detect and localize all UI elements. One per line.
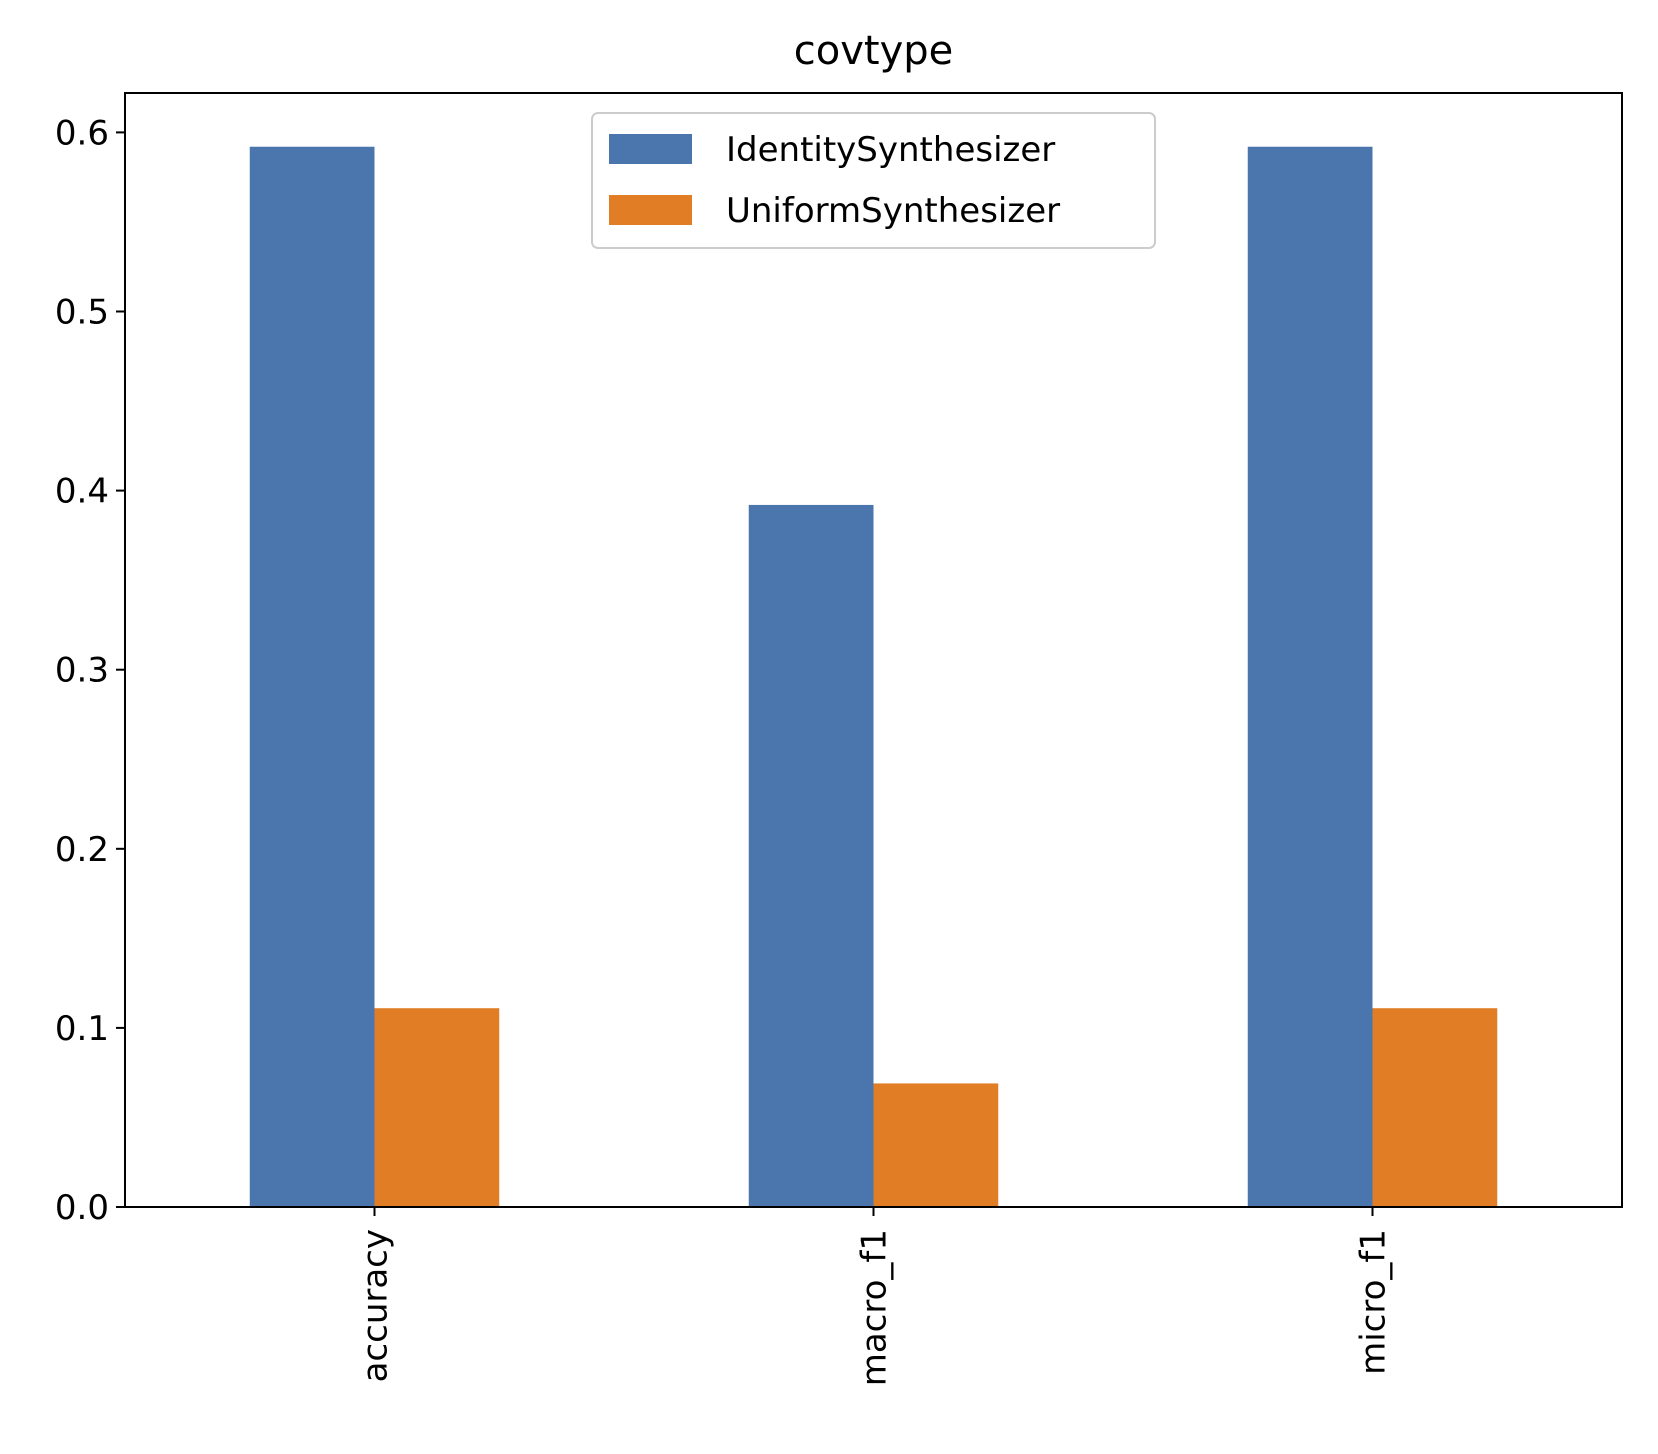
legend: IdentitySynthesizer UniformSynthesizer xyxy=(591,112,1156,249)
y-tick-label: 0.2 xyxy=(55,830,109,870)
y-tick-label: 0.4 xyxy=(55,472,109,512)
y-axis: 0.0 0.1 0.2 0.3 0.4 0.5 0.6 xyxy=(55,113,125,1228)
x-tick-label: micro_f1 xyxy=(1354,1229,1394,1375)
bar-IdentitySynthesizer-macro_f1 xyxy=(748,504,874,1207)
x-axis: accuracy macro_f1 micro_f1 xyxy=(356,1207,1394,1386)
y-tick-label: 0.6 xyxy=(55,113,109,153)
y-tick-label: 0.3 xyxy=(55,651,109,691)
bar-UniformSynthesizer-micro_f1 xyxy=(1372,1008,1498,1207)
legend-swatch xyxy=(609,134,692,164)
x-tick-label: accuracy xyxy=(356,1229,396,1382)
bar-UniformSynthesizer-macro_f1 xyxy=(873,1083,999,1207)
y-tick-label: 0.1 xyxy=(55,1009,109,1049)
bars-layer xyxy=(249,146,1498,1208)
y-tick-label: 0.0 xyxy=(55,1188,109,1228)
bar-IdentitySynthesizer-micro_f1 xyxy=(1247,146,1373,1208)
chart-title: covtype xyxy=(794,28,954,74)
bar-IdentitySynthesizer-accuracy xyxy=(249,146,375,1208)
legend-label: IdentitySynthesizer xyxy=(726,130,1055,170)
y-tick-label: 0.5 xyxy=(55,293,109,333)
legend-box xyxy=(591,112,1156,249)
bar-UniformSynthesizer-accuracy xyxy=(374,1008,500,1207)
x-tick-label: macro_f1 xyxy=(855,1229,895,1386)
legend-swatch xyxy=(609,195,692,225)
legend-label: UniformSynthesizer xyxy=(726,191,1060,231)
